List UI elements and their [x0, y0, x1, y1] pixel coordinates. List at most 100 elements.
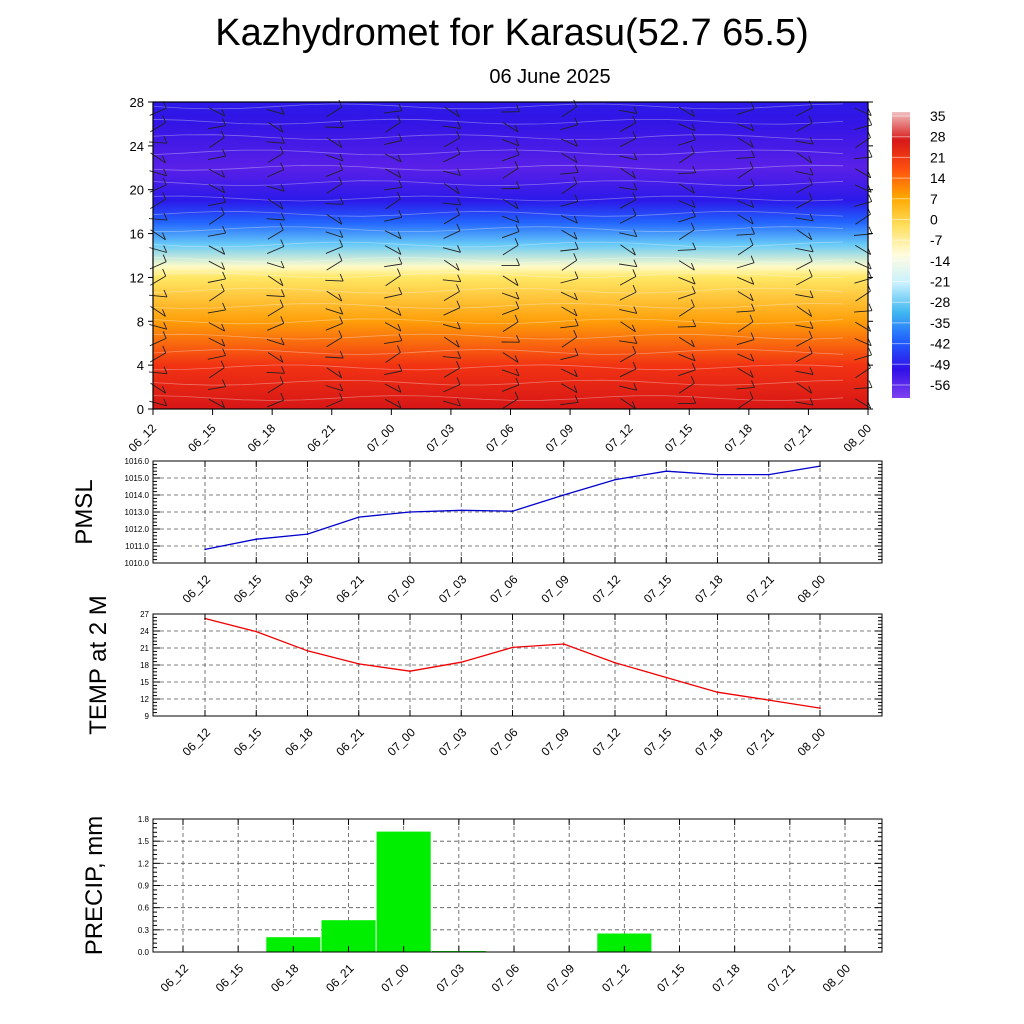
pmsl-ytick-label: 1011.0 — [125, 542, 149, 551]
pmsl-ytick-label: 1015.0 — [125, 474, 150, 483]
pmsl-xtick-label: 06_15 — [231, 572, 265, 606]
wind-barb — [209, 213, 225, 225]
wind-barb — [796, 352, 813, 363]
wind-barb-flag — [515, 215, 520, 223]
wind-barb-flag — [281, 212, 285, 221]
wind-barb-flag — [573, 292, 578, 301]
wind-barb — [678, 292, 696, 300]
contour-line — [152, 272, 844, 279]
wind-barb-flag — [162, 192, 167, 200]
wind-barb — [796, 122, 813, 132]
wind-barb — [325, 154, 343, 162]
wind-barb — [384, 398, 402, 409]
pmsl-xtick-label: 07_18 — [692, 572, 726, 606]
wind-barb — [560, 215, 578, 224]
wind-barb-flag — [279, 201, 284, 210]
wind-barb-flag — [573, 215, 578, 224]
wind-barb-flag — [573, 329, 578, 338]
wind-barb — [267, 246, 284, 255]
temp-2m-point — [255, 630, 258, 633]
wind-barb — [619, 109, 637, 114]
wind-barb — [560, 248, 579, 252]
wind-barb-flag — [692, 165, 697, 173]
wind-barb — [148, 141, 168, 144]
wind-barb — [619, 263, 637, 268]
precip-xtick-label: 06_21 — [323, 961, 357, 995]
wind-barb-flag — [868, 347, 873, 356]
wind-barb-flag — [631, 247, 636, 256]
wind-barb — [620, 321, 636, 333]
wind-barb — [561, 183, 577, 195]
wind-barb — [561, 383, 578, 393]
wind-barb-flag — [456, 300, 461, 308]
contour-line — [152, 318, 844, 325]
contour-line — [152, 210, 844, 217]
wind-barb-flag — [221, 323, 226, 332]
wind-barb-flag — [691, 286, 696, 294]
wind-barb-flag — [515, 224, 520, 232]
wind-barb — [502, 398, 519, 409]
wind-barb-flag — [515, 377, 520, 386]
wind-barb — [677, 172, 696, 175]
wind-barb — [737, 200, 754, 208]
wind-barb-flag — [279, 376, 284, 384]
wind-barb — [325, 231, 343, 238]
wind-barb — [384, 110, 402, 114]
wind-barb — [149, 170, 167, 177]
page-title: Kazhydromet for Karasu(52.7 65.5) — [215, 12, 809, 54]
pmsl-point — [767, 473, 770, 476]
temp-2m-ylabel: TEMP at 2 M — [85, 595, 112, 735]
heatmap-xtick-label: 06_12 — [126, 421, 160, 455]
wind-barb-flag — [633, 229, 638, 237]
temp-2m-ytick-label: 9 — [145, 712, 150, 721]
wind-barb-flag — [339, 383, 344, 391]
temp-2m-point — [614, 661, 616, 664]
pmsl-xtick-label: 07_21 — [743, 572, 777, 606]
pmsl-point — [357, 516, 360, 518]
wind-barb — [385, 352, 401, 363]
wind-barb-flag — [749, 161, 754, 169]
wind-barb-flag — [515, 138, 520, 146]
wind-barb — [736, 156, 755, 159]
wind-barb-flag — [751, 226, 755, 235]
wind-barb — [207, 125, 226, 130]
wind-barb — [619, 232, 637, 238]
wind-barb — [267, 275, 284, 287]
wind-barb — [149, 400, 167, 407]
wind-barb-flag — [808, 177, 813, 185]
heatmap-ytick-label: 4 — [137, 358, 144, 373]
wind-barb-flag — [398, 210, 403, 218]
wind-barb-flag — [220, 360, 225, 368]
wind-barb-flag — [163, 289, 168, 298]
temp-panel: 9 12 15 18 21 24 27 06_12 06_15 06_18 06_21 07_00 07… — [85, 595, 883, 759]
wind-barb — [443, 291, 460, 301]
wind-barb — [267, 306, 284, 317]
precip-xtick-label: 06_12 — [158, 961, 192, 995]
temp-2m-point — [409, 670, 411, 673]
wind-barb-flag — [692, 242, 697, 250]
wind-barb — [619, 138, 637, 148]
wind-barb — [326, 106, 343, 118]
wind-barb-flag — [632, 284, 637, 293]
wind-barb — [561, 336, 577, 348]
wind-barb — [796, 152, 812, 164]
colorbar-label: -14 — [930, 253, 950, 269]
temp-2m-ytick-label: 27 — [140, 610, 149, 619]
wind-barb-flag — [808, 309, 813, 317]
wind-barb — [619, 199, 637, 209]
wind-barb — [737, 123, 754, 132]
wind-barb-flag — [456, 361, 460, 369]
wind-barb-flag — [280, 392, 285, 401]
wind-barb-flag — [632, 361, 637, 370]
wind-barb-flag — [163, 366, 168, 374]
temp-2m-xtick-label: 06_21 — [333, 725, 367, 759]
wind-barb-flag — [456, 377, 461, 385]
wind-barb-flag — [868, 117, 873, 126]
wind-barb-flag — [631, 401, 636, 409]
wind-barb-flag — [338, 140, 343, 148]
heatmap-ytick-label: 0 — [137, 402, 144, 417]
pmsl-ytick-label: 1010.0 — [125, 559, 150, 568]
temp-2m-ytick-label: 18 — [140, 661, 149, 670]
wind-barb — [736, 310, 755, 313]
wind-barb — [854, 277, 872, 284]
